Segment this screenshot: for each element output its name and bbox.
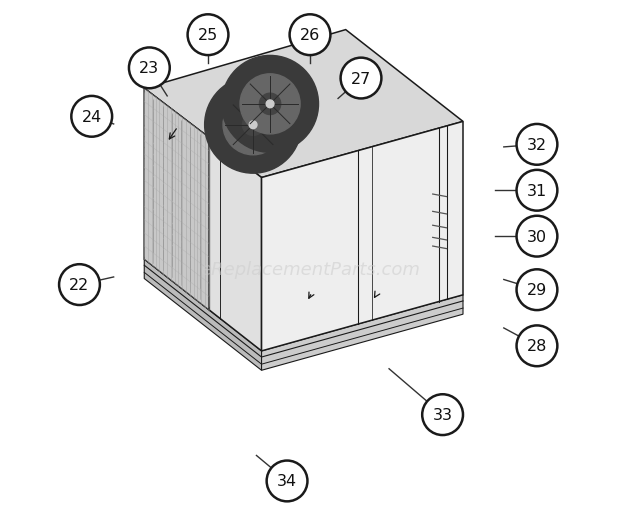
Circle shape [516,270,557,310]
Text: 28: 28 [527,338,547,354]
Circle shape [516,216,557,257]
Circle shape [267,461,308,501]
Polygon shape [144,89,209,310]
Text: eReplacementParts.com: eReplacementParts.com [200,261,420,279]
Circle shape [71,97,112,137]
Circle shape [129,48,170,89]
Circle shape [223,96,283,155]
Circle shape [221,56,319,153]
Circle shape [290,15,330,56]
Polygon shape [144,89,262,351]
Text: 25: 25 [198,28,218,43]
Polygon shape [262,295,463,371]
Circle shape [205,77,301,174]
Circle shape [249,122,257,129]
Circle shape [59,265,100,305]
Circle shape [340,59,381,99]
Text: 29: 29 [527,282,547,298]
Circle shape [188,15,228,56]
Text: 24: 24 [82,109,102,125]
Text: 30: 30 [527,229,547,244]
Text: 31: 31 [527,183,547,199]
Circle shape [516,171,557,211]
Text: 32: 32 [527,137,547,153]
Text: 23: 23 [140,61,159,76]
Text: 34: 34 [277,473,297,489]
Circle shape [240,75,300,134]
Polygon shape [144,260,262,371]
Circle shape [259,94,281,115]
Circle shape [516,125,557,165]
Polygon shape [262,122,463,351]
Text: 26: 26 [300,28,320,43]
Circle shape [422,394,463,435]
Text: 33: 33 [433,407,453,422]
Polygon shape [144,31,463,178]
Circle shape [242,115,264,136]
Text: 27: 27 [351,71,371,87]
Text: 22: 22 [69,277,90,293]
Circle shape [516,326,557,366]
Circle shape [266,101,274,108]
